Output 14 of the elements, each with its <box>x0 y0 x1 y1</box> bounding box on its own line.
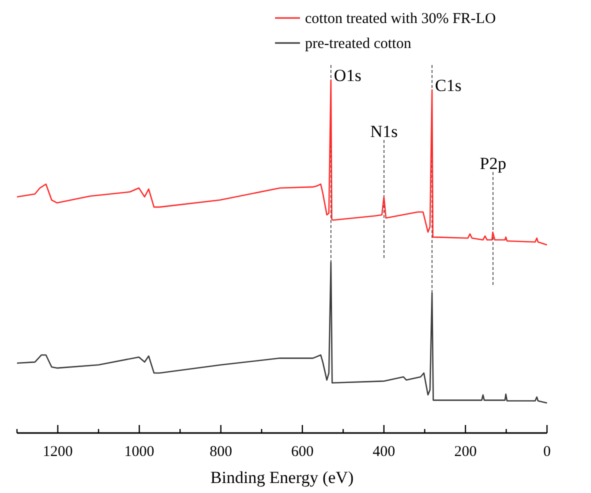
annotation: O1s <box>334 66 362 85</box>
annotation: C1s <box>435 76 462 95</box>
annotation: P2p <box>480 154 506 173</box>
annotation: N1s <box>370 122 398 141</box>
x-tick-label: 800 <box>210 444 232 460</box>
x-tick-label: 1000 <box>124 444 154 460</box>
x-tick-label: 0 <box>543 444 551 460</box>
x-tick-label: 1200 <box>42 444 73 460</box>
legend-label: cotton treated with 30% FR-LO <box>305 11 496 27</box>
x-axis-title: Binding Energy (eV) <box>210 468 354 487</box>
legend-label: pre-treated cotton <box>305 36 412 52</box>
x-tick-label: 600 <box>291 444 314 460</box>
x-tick-label: 200 <box>454 444 477 460</box>
x-tick-label: 400 <box>372 444 396 460</box>
